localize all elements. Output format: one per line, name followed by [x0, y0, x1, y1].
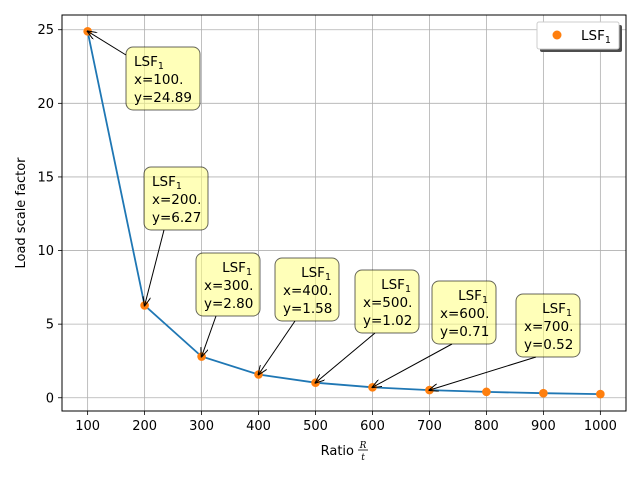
- annotation-x: x=200.: [152, 192, 201, 208]
- annotation-box: [431, 280, 497, 345]
- y-axis-label: Load scale factor: [14, 157, 29, 269]
- annotation-y: y=1.02: [363, 313, 412, 329]
- series-line: [86, 31, 601, 395]
- x-axis-label-denominator: t: [361, 453, 365, 463]
- x-tick-label: 300: [189, 419, 214, 434]
- annotation-box: [515, 293, 581, 358]
- annotation-label: LSF1: [458, 288, 488, 306]
- annotation-label: LSF1: [381, 277, 411, 295]
- annotation-y: y=1.58: [283, 301, 332, 317]
- x-axis-label-text: Ratio: [321, 444, 354, 459]
- annotation-x: x=300.: [204, 278, 253, 294]
- legend-marker: [552, 30, 562, 40]
- plot-frame: [61, 14, 627, 412]
- annotation-y: y=6.27: [152, 210, 201, 226]
- annotation-box: [143, 166, 209, 231]
- legend-box: [536, 21, 620, 50]
- x-tick-label: 100: [75, 419, 100, 434]
- annotation-box: [354, 269, 420, 334]
- grid: [62, 15, 626, 411]
- annotation-label: LSF1: [152, 174, 182, 192]
- x-tick-label: 800: [474, 419, 499, 434]
- annotation-box: [274, 257, 340, 322]
- y-tick-label: 25: [37, 23, 54, 38]
- annotation-arrow: [429, 356, 537, 390]
- x-tick-label: 700: [417, 419, 442, 434]
- data-point: [482, 387, 491, 397]
- ticks: 100 200 300 400 500 600 700 800 900 1000 0 5 10 15 20 2…: [37, 23, 616, 434]
- annotation-label: LSF1: [301, 265, 331, 283]
- annotation-arrow: [259, 320, 296, 374]
- annotation-label: LSF1: [134, 54, 164, 72]
- data-point: [140, 301, 149, 310]
- annotation-x: x=500.: [363, 295, 412, 311]
- y-tick-label: 15: [37, 170, 54, 185]
- annotation-y: y=0.52: [524, 337, 573, 353]
- legend: LSF1: [536, 21, 622, 52]
- data-point: [83, 27, 92, 36]
- annotation-box: [195, 252, 261, 317]
- x-tick-label: 200: [132, 419, 157, 434]
- annotations: LSF1x=100.y=24.89LSF1x=200.y=6.27LSF1x=3…: [88, 31, 581, 390]
- annotation-arrow: [145, 229, 165, 305]
- x-axis-label-numerator: R: [359, 441, 367, 451]
- x-tick-label: 400: [246, 419, 271, 434]
- annotation-label: LSF1: [222, 260, 252, 278]
- data-point: [539, 388, 548, 398]
- series-line-path: [86, 31, 601, 395]
- annotation-x: x=600.: [440, 306, 489, 322]
- x-tick-label: 600: [360, 419, 385, 434]
- annotation-box: [125, 46, 201, 111]
- annotation-arrow: [372, 343, 453, 387]
- annotation-y: y=2.80: [204, 296, 253, 312]
- annotation-arrow: [88, 31, 127, 56]
- annotation-x: x=100.: [134, 72, 183, 88]
- x-tick-label: 1000: [584, 419, 617, 434]
- y-tick-label: 10: [37, 244, 54, 259]
- y-tick-label: 0: [46, 391, 54, 406]
- legend-label: LSF1: [581, 28, 611, 46]
- annotation-arrow: [202, 315, 217, 357]
- x-axis-label: Ratio R t: [321, 441, 368, 463]
- y-tick-label: 20: [37, 97, 54, 112]
- x-tick-label: 900: [531, 419, 556, 434]
- data-point: [596, 389, 605, 399]
- annotation-label: LSF1: [542, 301, 572, 319]
- y-tick-label: 5: [46, 318, 54, 333]
- annotation-x: x=400.: [283, 283, 332, 299]
- annotation-arrow: [316, 332, 376, 383]
- annotation-x: x=700.: [524, 319, 573, 335]
- annotation-y: y=0.71: [440, 324, 489, 340]
- annotation-y: y=24.89: [134, 90, 192, 106]
- x-tick-label: 500: [303, 419, 328, 434]
- data-point: [197, 352, 206, 361]
